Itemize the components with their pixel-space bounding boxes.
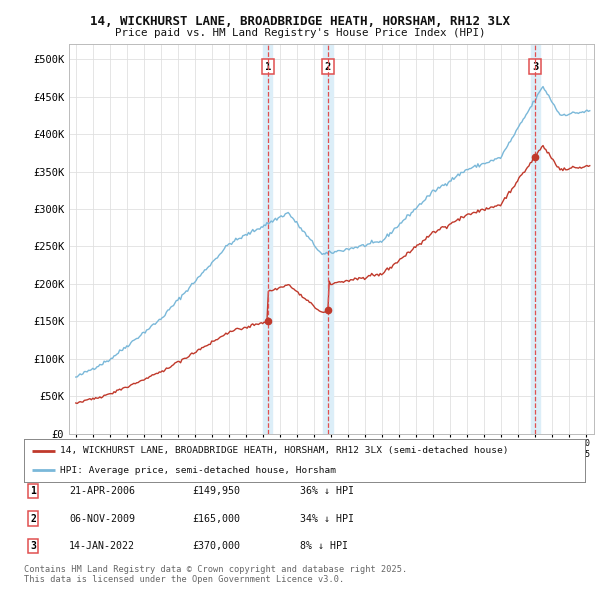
Text: 2: 2 bbox=[325, 62, 331, 72]
Text: This data is licensed under the Open Government Licence v3.0.: This data is licensed under the Open Gov… bbox=[24, 575, 344, 584]
Text: 8% ↓ HPI: 8% ↓ HPI bbox=[300, 542, 348, 551]
Text: 2: 2 bbox=[30, 514, 36, 523]
Text: 1: 1 bbox=[30, 486, 36, 496]
Bar bbox=[263, 44, 272, 434]
Text: 3: 3 bbox=[532, 62, 538, 72]
Text: Price paid vs. HM Land Registry's House Price Index (HPI): Price paid vs. HM Land Registry's House … bbox=[115, 28, 485, 38]
Text: £165,000: £165,000 bbox=[192, 514, 240, 523]
Text: 14, WICKHURST LANE, BROADBRIDGE HEATH, HORSHAM, RH12 3LX: 14, WICKHURST LANE, BROADBRIDGE HEATH, H… bbox=[90, 15, 510, 28]
Text: 34% ↓ HPI: 34% ↓ HPI bbox=[300, 514, 354, 523]
Text: £370,000: £370,000 bbox=[192, 542, 240, 551]
Text: 36% ↓ HPI: 36% ↓ HPI bbox=[300, 486, 354, 496]
Text: 3: 3 bbox=[30, 542, 36, 551]
Text: 06-NOV-2009: 06-NOV-2009 bbox=[69, 514, 135, 523]
Text: HPI: Average price, semi-detached house, Horsham: HPI: Average price, semi-detached house,… bbox=[61, 466, 337, 475]
Text: £149,950: £149,950 bbox=[192, 486, 240, 496]
Text: 14, WICKHURST LANE, BROADBRIDGE HEATH, HORSHAM, RH12 3LX (semi-detached house): 14, WICKHURST LANE, BROADBRIDGE HEATH, H… bbox=[61, 446, 509, 455]
Bar bbox=[323, 44, 332, 434]
Text: Contains HM Land Registry data © Crown copyright and database right 2025.: Contains HM Land Registry data © Crown c… bbox=[24, 565, 407, 574]
Text: 1: 1 bbox=[265, 62, 271, 72]
Text: 14-JAN-2022: 14-JAN-2022 bbox=[69, 542, 135, 551]
Bar bbox=[530, 44, 540, 434]
Text: 21-APR-2006: 21-APR-2006 bbox=[69, 486, 135, 496]
